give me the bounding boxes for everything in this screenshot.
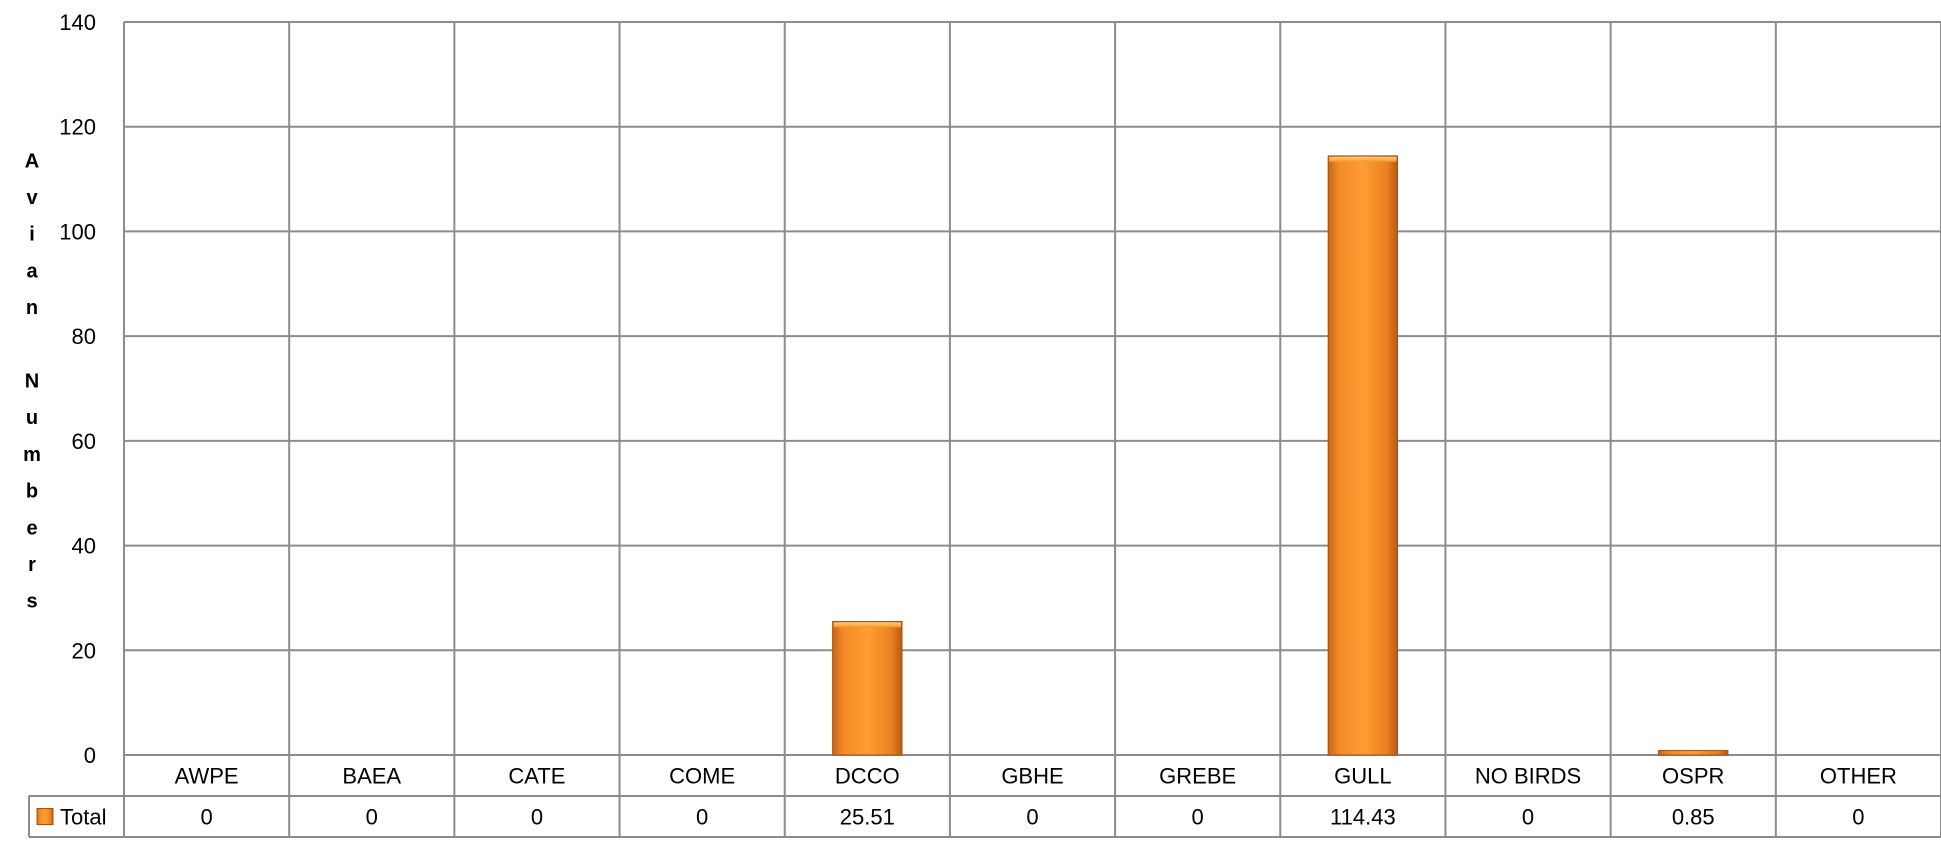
category-label: OSPR	[1662, 764, 1724, 789]
y-axis-title-letter: v	[26, 187, 38, 209]
category-label: GULL	[1334, 764, 1391, 789]
category-label: CATE	[508, 764, 565, 789]
bar-highlight	[833, 622, 902, 628]
y-tick-label: 80	[72, 324, 96, 349]
data-label: 0	[531, 805, 543, 830]
y-axis-title-letter: n	[26, 297, 38, 319]
category-label: GREBE	[1159, 764, 1236, 789]
y-axis-title-letter: i	[29, 224, 35, 246]
data-label: 0	[1192, 805, 1204, 830]
y-axis-title-letter: b	[26, 481, 38, 503]
data-label: 0	[1852, 805, 1864, 830]
y-axis-title-letter: r	[28, 554, 36, 576]
category-label: AWPE	[175, 764, 239, 789]
legend-swatch	[36, 808, 54, 825]
category-label: COME	[669, 764, 735, 789]
y-tick-label: 140	[59, 10, 96, 35]
y-tick-label: 20	[72, 638, 96, 663]
category-label: NO BIRDS	[1475, 764, 1581, 789]
y-axis-title-letter: a	[26, 260, 38, 282]
data-label: 25.51	[840, 805, 895, 830]
y-axis-title-letter: A	[25, 150, 39, 172]
data-label: 0.85	[1672, 805, 1715, 830]
data-label: 0	[200, 805, 212, 830]
gridlines	[123, 21, 1941, 837]
category-label: GBHE	[1001, 764, 1063, 789]
data-label: 114.43	[1330, 805, 1396, 830]
data-label: 0	[1522, 805, 1534, 830]
legend-entry-total: Total	[60, 805, 106, 830]
y-axis-title-letter: m	[23, 444, 41, 466]
bar-highlight	[1329, 156, 1397, 162]
y-axis-ticks: 0 20 40 60 80 100 120 140	[59, 10, 96, 768]
category-label: BAEA	[342, 764, 401, 789]
data-label: 0	[1026, 805, 1038, 830]
bar-dcco	[832, 620, 903, 756]
y-tick-label: 60	[72, 429, 96, 454]
category-label: DCCO	[835, 764, 900, 789]
data-table: AWPE BAEA CATE COME DCCO GBHE GREBE GULL NO BIRD…	[28, 764, 1941, 838]
category-label: OTHER	[1820, 764, 1897, 789]
bar-gull	[1327, 155, 1399, 756]
data-label: 0	[696, 805, 708, 830]
y-axis-title-letter: e	[26, 517, 37, 539]
y-axis-title-letter: u	[26, 407, 38, 429]
y-tick-label: 0	[84, 743, 96, 768]
y-tick-label: 40	[72, 534, 96, 559]
bars	[832, 155, 1729, 756]
data-label: 0	[366, 805, 378, 830]
bar-ospr	[1658, 750, 1729, 756]
y-tick-label: 100	[59, 219, 96, 244]
y-tick-label: 120	[59, 115, 96, 140]
y-axis-title-letter: s	[26, 591, 37, 613]
y-axis-title-letter: N	[25, 371, 39, 393]
